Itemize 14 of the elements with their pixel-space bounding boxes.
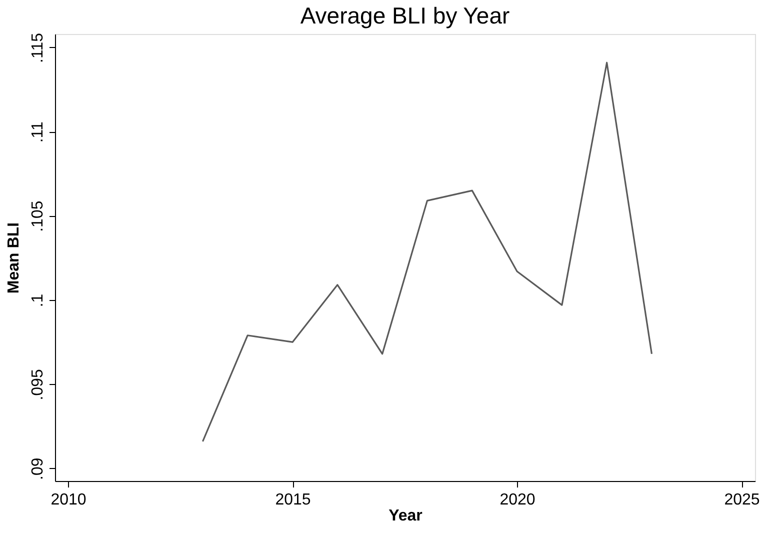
y-tick-label: .115 bbox=[30, 32, 46, 63]
line-series bbox=[202, 62, 653, 442]
y-tick-label: .105 bbox=[30, 200, 46, 232]
chart-title: Average BLI by Year bbox=[300, 2, 510, 28]
y-axis-title: Mean BLI bbox=[6, 222, 22, 294]
x-tick-label: 2020 bbox=[500, 492, 536, 508]
y-tick-label: .11 bbox=[30, 122, 46, 143]
x-tick-label: 2015 bbox=[275, 492, 311, 508]
y-tick-label: .09 bbox=[30, 458, 46, 480]
y-tick-label: .095 bbox=[30, 369, 46, 400]
x-axis-title: Year bbox=[388, 508, 422, 524]
x-tick-label: 2010 bbox=[50, 492, 86, 508]
x-tick-label: 2025 bbox=[724, 492, 760, 508]
y-tick-label: .1 bbox=[30, 294, 46, 308]
